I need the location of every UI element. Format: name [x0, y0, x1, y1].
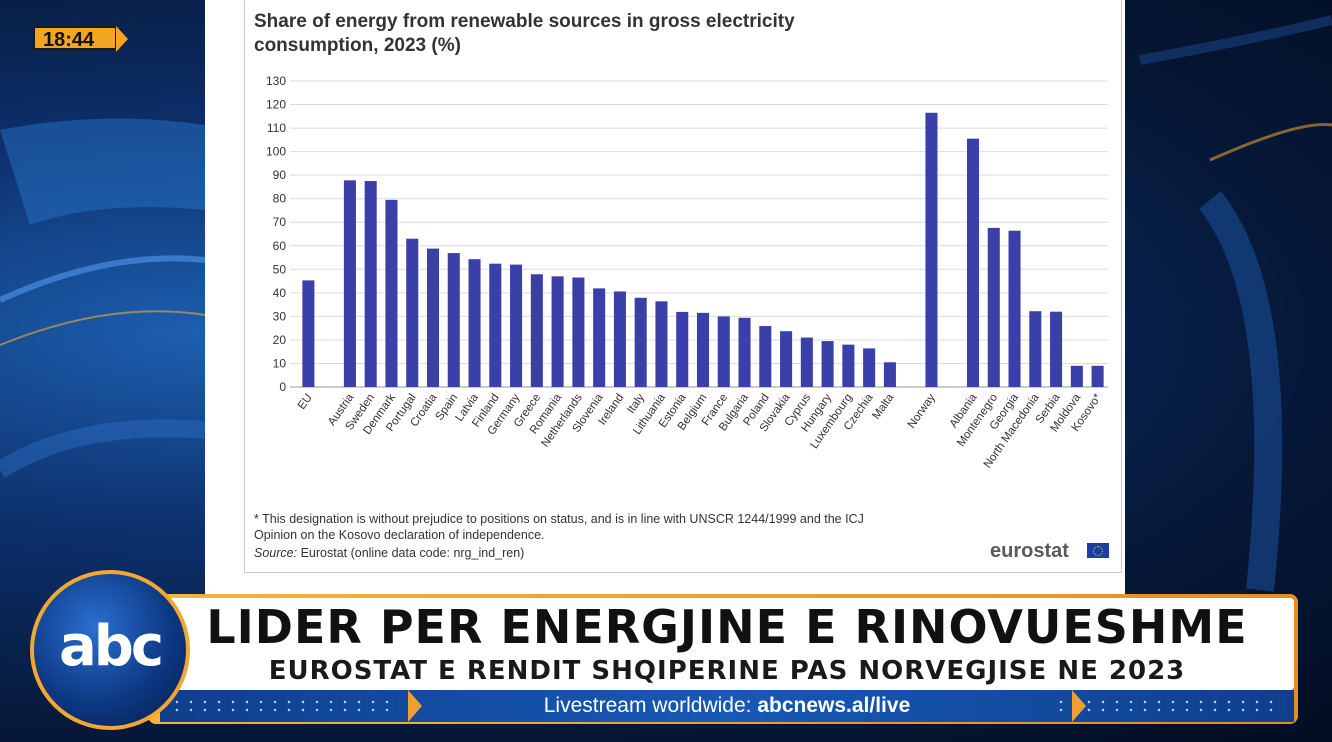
bar	[1070, 365, 1083, 387]
bar	[966, 138, 980, 387]
bar	[821, 341, 834, 387]
bar	[613, 291, 626, 387]
y-tick-label: 70	[273, 215, 287, 229]
bar	[780, 331, 793, 387]
eu-flag-icon	[1087, 543, 1109, 558]
bar	[593, 288, 606, 387]
bar	[468, 259, 481, 387]
bar	[1008, 230, 1021, 387]
bar	[551, 276, 564, 387]
bar	[800, 337, 813, 387]
ticker-bar: Livestream worldwide: abcnews.al/live	[160, 690, 1294, 722]
ticker-prefix: Livestream worldwide:	[543, 694, 758, 717]
y-tick-label: 80	[273, 192, 287, 206]
bar	[987, 227, 1000, 387]
y-tick-label: 0	[279, 380, 286, 394]
bar	[1091, 365, 1104, 387]
bar	[343, 180, 356, 387]
x-tick-label: Malta	[870, 391, 896, 421]
x-tick-label: EU	[296, 392, 315, 412]
subheadline: EUROSTAT E RENDIT SHQIPERINE PAS NORVEGJ…	[268, 656, 1186, 686]
y-tick-label: 10	[273, 356, 287, 370]
y-tick-label: 120	[266, 98, 286, 112]
ticker-url[interactable]: abcnews.al/live	[757, 694, 911, 717]
bar	[406, 238, 419, 387]
headline: LIDER PER ENERGJINE E RINOVUESHME	[206, 600, 1248, 654]
footnote-line2: Opinion on the Kosovo declaration of ind…	[254, 528, 545, 542]
y-tick-label: 90	[273, 168, 287, 182]
clock-chevron-icon	[116, 26, 128, 52]
bar	[530, 274, 543, 387]
bar	[1050, 311, 1063, 387]
bar	[385, 199, 398, 387]
bar	[634, 297, 647, 387]
bar	[738, 317, 751, 387]
bar	[925, 112, 938, 388]
bar	[842, 344, 855, 387]
bar	[489, 263, 502, 387]
bar	[655, 301, 668, 387]
y-tick-label: 60	[273, 239, 287, 253]
ticker-dots-right	[1054, 698, 1284, 714]
ticker-dots-left	[170, 698, 400, 714]
ticker-chevron-left-icon	[408, 690, 422, 722]
chart-footnote: * This designation is without prejudice …	[254, 511, 974, 543]
bar	[364, 181, 377, 387]
bar	[676, 311, 689, 387]
bar	[302, 280, 315, 387]
clock: 18:44	[33, 26, 117, 51]
lower-third-panel	[160, 598, 1294, 690]
bar	[1029, 311, 1042, 387]
x-tick-label: Norway	[906, 392, 938, 431]
chart-source: Source: Eurostat (online data code: nrg_…	[254, 546, 524, 560]
chart-title: Share of energy from renewable sources i…	[254, 10, 894, 58]
source-label: Source:	[254, 546, 298, 560]
bar	[696, 312, 710, 387]
y-tick-label: 100	[266, 145, 286, 159]
bar	[426, 248, 440, 387]
bar	[883, 362, 896, 387]
abc-logo-ring	[30, 570, 190, 730]
eurostat-logo: eurostat	[990, 540, 1069, 562]
bar	[510, 264, 523, 387]
y-tick-label: 40	[273, 286, 287, 300]
source-text: Eurostat (online data code: nrg_ind_ren)	[297, 546, 525, 560]
bar	[717, 316, 730, 387]
y-tick-label: 20	[273, 333, 287, 347]
y-tick-label: 30	[273, 309, 287, 323]
ticker-chevron-right-icon	[1072, 690, 1086, 722]
bar	[759, 326, 772, 387]
bar	[572, 277, 585, 387]
chart-title-line2: consumption, 2023 (%)	[254, 35, 461, 56]
footnote-line1: * This designation is without prejudice …	[254, 512, 864, 526]
bar	[447, 253, 460, 387]
y-tick-label: 130	[266, 74, 286, 88]
chart-title-line1: Share of energy from renewable sources i…	[254, 11, 795, 32]
y-tick-label: 50	[273, 262, 287, 276]
abc-logo: abc	[58, 614, 164, 679]
chart-panel: Share of energy from renewable sources i…	[205, 0, 1125, 598]
bar	[863, 348, 876, 387]
y-tick-label: 110	[267, 121, 286, 135]
